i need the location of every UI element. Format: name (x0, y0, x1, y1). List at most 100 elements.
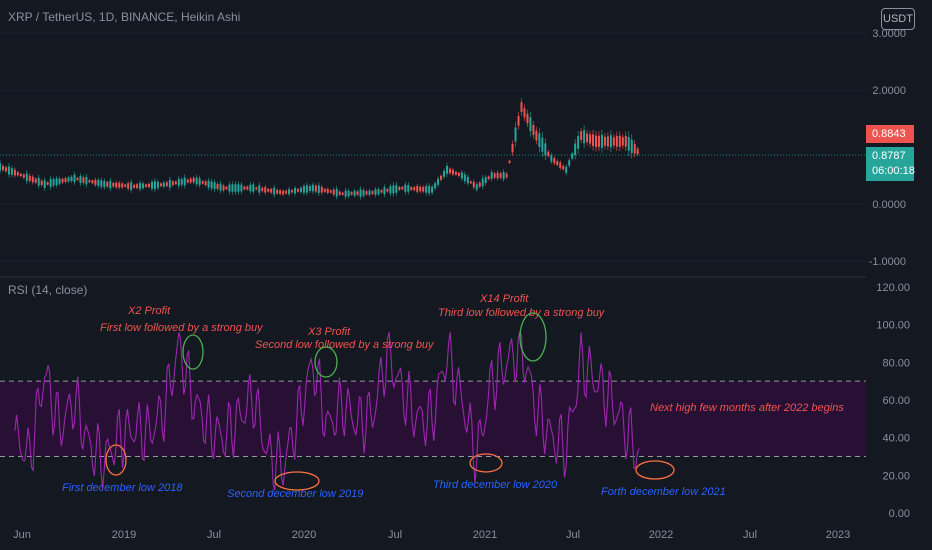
price-candle (118, 182, 121, 188)
price-candle (603, 136, 606, 146)
price-candle (443, 170, 446, 177)
price-candle (469, 181, 472, 184)
price-candle (192, 177, 195, 183)
price-candle (94, 179, 97, 185)
price-candle (425, 186, 428, 193)
price-candle (314, 185, 317, 192)
price-candle (0, 163, 1, 171)
price-candle (130, 182, 133, 190)
price-candle (395, 185, 398, 193)
time-tick-label: Jun (13, 529, 31, 541)
price-candle (55, 178, 58, 186)
annotation-first-december-low: First december low 2018 (62, 482, 183, 494)
price-tick-label: 0.0000 (872, 199, 906, 211)
price-candle (115, 182, 118, 188)
green-circle-x3 (314, 346, 338, 378)
price-candle (216, 184, 219, 189)
price-candle (353, 190, 356, 196)
price-candle (136, 184, 139, 189)
rsi-tick-label: 20.00 (882, 470, 910, 482)
price-candle (186, 179, 189, 183)
price-candle (139, 182, 142, 190)
price-candle (258, 185, 261, 193)
prev-close-tag: 0.8787 06:00:18 (866, 147, 915, 181)
price-candle (368, 190, 371, 195)
price-candle (380, 189, 383, 193)
orange-circle-2019 (274, 471, 320, 491)
price-pane[interactable] (0, 32, 866, 262)
price-candle (106, 182, 109, 187)
price-candle (401, 186, 404, 190)
orange-circle-2021 (635, 460, 675, 480)
price-candle (481, 178, 484, 187)
price-candle (419, 186, 422, 192)
price-candle (183, 177, 186, 186)
price-candle (633, 144, 636, 154)
time-tick-label: Jul (207, 529, 221, 541)
time-tick-label: Jul (566, 529, 580, 541)
price-candle (437, 178, 440, 185)
rsi-band-fill (0, 381, 866, 457)
price-candle (73, 174, 76, 182)
price-candle (335, 188, 338, 197)
price-candle (91, 180, 94, 184)
price-candle (446, 165, 448, 174)
price-candle (624, 135, 627, 147)
price-candle (270, 188, 273, 193)
price-candle (46, 182, 49, 185)
price-candle (472, 181, 475, 188)
price-candle (34, 178, 37, 183)
price-candle (288, 189, 291, 195)
price-candle (612, 137, 615, 146)
rsi-pane[interactable] (0, 330, 866, 491)
axes: 3.0000 2.0000 0.0000 -1.0000 120.00 100.00 80.… (13, 28, 910, 541)
price-candle (556, 160, 559, 165)
time-tick-label: Jul (743, 529, 757, 541)
price-candle (82, 177, 85, 183)
price-candle (159, 183, 162, 187)
price-candle (252, 184, 255, 192)
price-candle (246, 186, 249, 190)
price-tick-label: 3.0000 (872, 28, 906, 40)
price-candle (493, 173, 496, 178)
price-candle (547, 151, 550, 156)
price-candle (261, 187, 264, 192)
currency-button[interactable]: USDT (881, 8, 915, 30)
price-candle (317, 185, 320, 193)
price-candle (553, 158, 556, 164)
price-candle (168, 179, 171, 188)
price-candle (589, 134, 592, 144)
price-candle (7, 166, 10, 175)
price-candle (109, 180, 112, 189)
price-candle (64, 178, 67, 183)
symbol-title[interactable]: XRP / TetherUS, 1D, BINANCE, Heikin Ashi (8, 10, 241, 24)
price-candle (40, 180, 43, 186)
price-candle (517, 115, 520, 126)
price-candle (347, 190, 350, 197)
price-candle (124, 184, 127, 187)
price-candle (234, 184, 237, 192)
price-candle (502, 171, 505, 180)
rsi-indicator-label[interactable]: RSI (14, close) (8, 283, 88, 297)
price-candle (231, 184, 234, 192)
price-candle (294, 188, 297, 194)
price-candle (571, 153, 574, 159)
price-candle (448, 168, 451, 174)
price-candle (171, 181, 174, 186)
price-candle (463, 174, 466, 182)
price-candle (112, 182, 115, 187)
price-candle (541, 137, 544, 152)
price-candle (282, 190, 285, 195)
price-candle (189, 178, 192, 183)
green-circle-x14 (519, 312, 547, 362)
price-candle (145, 184, 148, 187)
price-candle (180, 179, 183, 185)
price-candle (386, 189, 389, 192)
price-candle (457, 172, 460, 176)
price-candle (219, 183, 222, 191)
price-candle (207, 180, 210, 188)
price-candle (79, 176, 82, 183)
price-candle (13, 169, 16, 176)
